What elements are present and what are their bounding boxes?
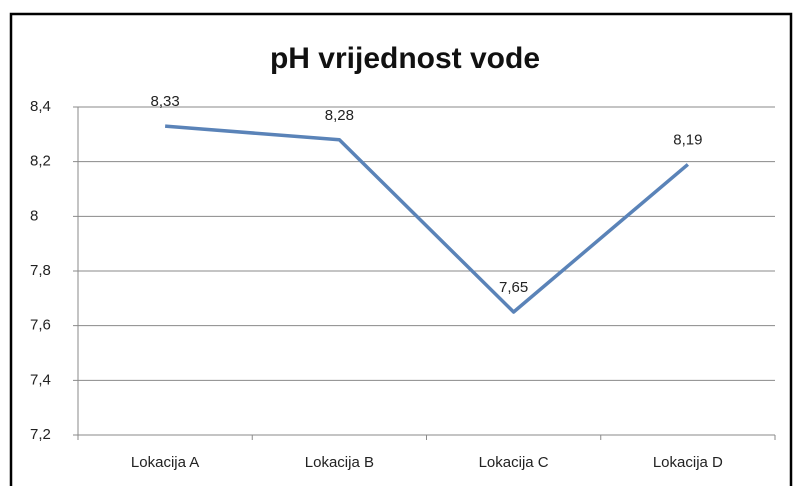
chart-border [9,12,793,486]
y-tick-label: 8 [30,207,38,224]
data-label: 8,28 [325,107,354,124]
x-tick-label: Lokacija A [131,454,199,471]
y-tick-label: 8,4 [30,98,51,115]
data-label: 7,65 [499,279,528,296]
y-tick-label: 7,6 [30,317,51,334]
y-tick-label: 7,2 [30,426,51,443]
line-series [164,124,690,314]
x-tick-label: Lokacija D [653,454,723,471]
data-label: 8,19 [673,131,702,148]
y-tick-label: 7,8 [30,262,51,279]
x-tick-label: Lokacija C [479,454,549,471]
x-tick-label: Lokacija B [305,454,374,471]
data-label: 8,33 [151,93,180,110]
y-tick-label: 7,4 [30,371,51,388]
chart-title: pH vrijednost vode [270,42,540,75]
y-tick-label: 8,2 [30,153,51,170]
